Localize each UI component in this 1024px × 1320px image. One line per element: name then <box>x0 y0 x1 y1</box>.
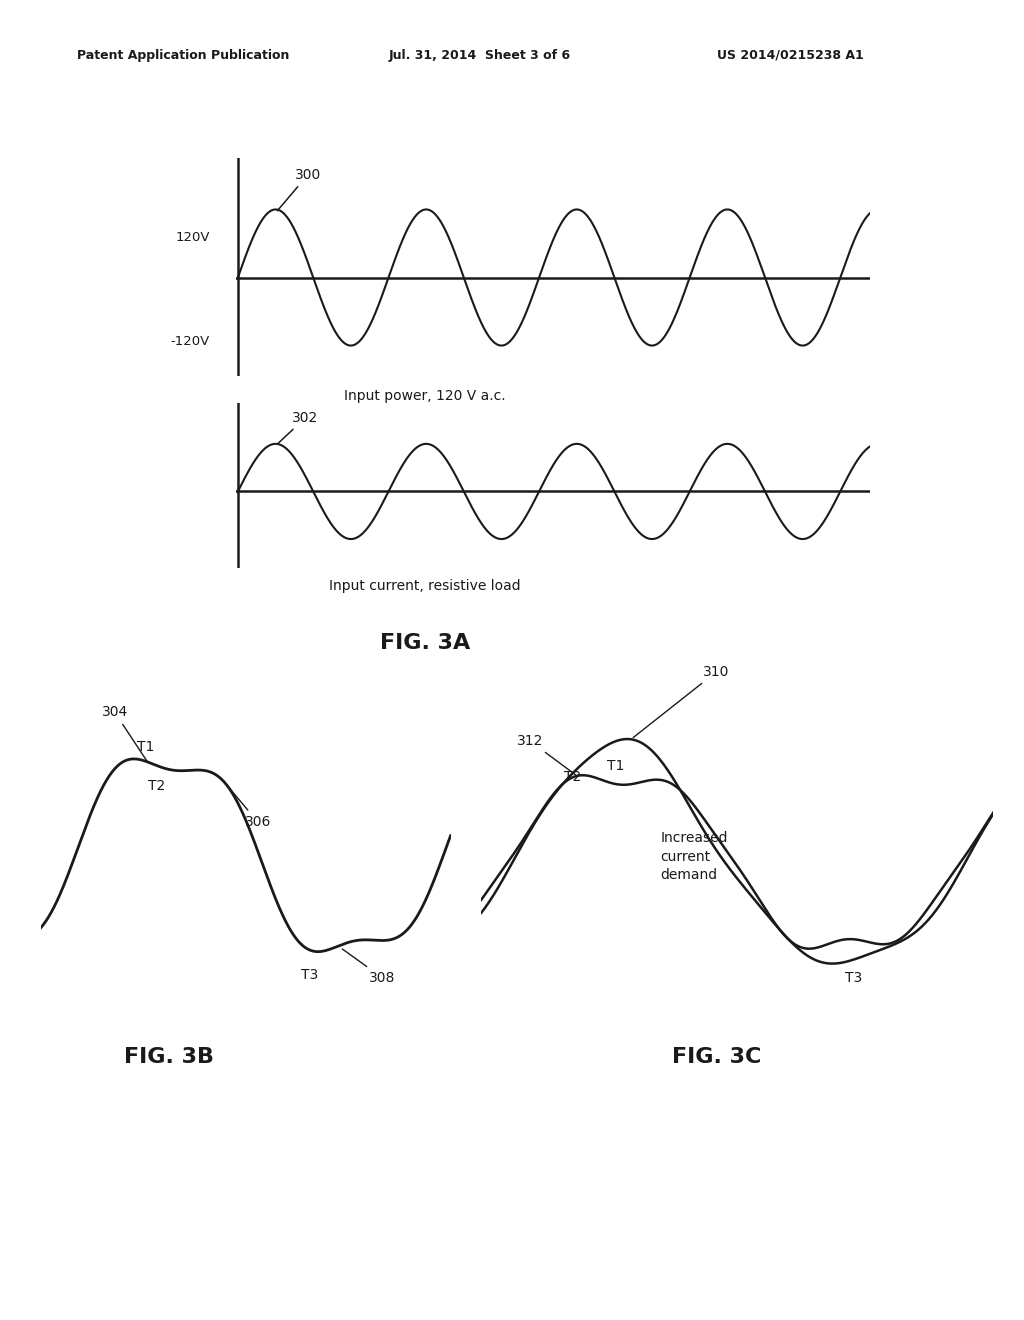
Text: 308: 308 <box>342 949 396 985</box>
Text: 300: 300 <box>278 168 321 211</box>
Text: Patent Application Publication: Patent Application Publication <box>77 49 289 62</box>
Text: Input power, 120 V a.c.: Input power, 120 V a.c. <box>344 389 506 403</box>
Text: US 2014/0215238 A1: US 2014/0215238 A1 <box>717 49 863 62</box>
Text: Input current, resistive load: Input current, resistive load <box>329 579 521 593</box>
Text: 304: 304 <box>101 705 147 762</box>
Text: T2: T2 <box>564 770 582 784</box>
Text: -120V: -120V <box>171 335 210 348</box>
Text: T1: T1 <box>137 741 155 754</box>
Text: FIG. 3B: FIG. 3B <box>124 1047 214 1067</box>
Text: Increased
current
demand: Increased current demand <box>660 832 728 882</box>
Text: 120V: 120V <box>175 231 210 244</box>
Text: 302: 302 <box>278 411 318 444</box>
Text: T3: T3 <box>845 970 862 985</box>
Text: T2: T2 <box>148 779 166 792</box>
Text: 310: 310 <box>633 665 729 738</box>
Text: FIG. 3C: FIG. 3C <box>672 1047 762 1067</box>
Text: Jul. 31, 2014  Sheet 3 of 6: Jul. 31, 2014 Sheet 3 of 6 <box>389 49 571 62</box>
Text: FIG. 3A: FIG. 3A <box>380 634 470 653</box>
Text: T1: T1 <box>607 759 625 774</box>
Text: 306: 306 <box>226 784 271 829</box>
Text: 312: 312 <box>517 734 575 775</box>
Text: T3: T3 <box>301 969 318 982</box>
